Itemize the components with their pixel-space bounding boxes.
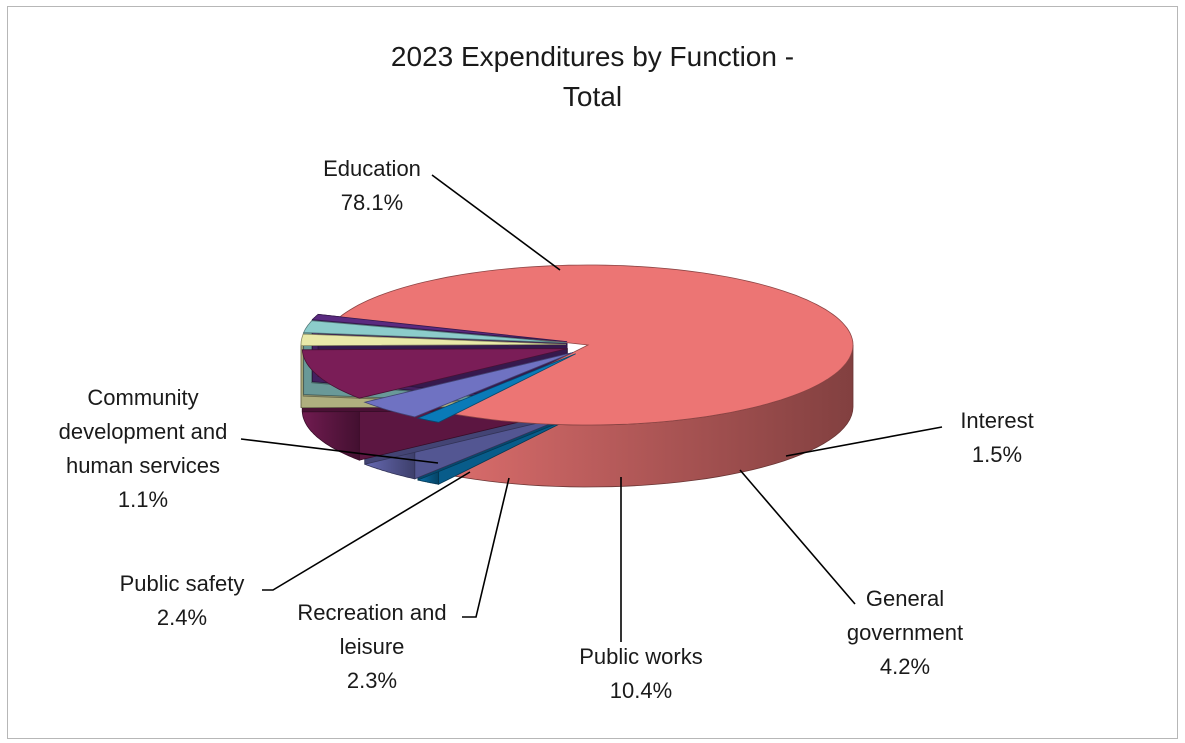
slice-recreation-and-leisure [300, 333, 567, 347]
data-label-recreation-and-leisure: 2.3% [347, 668, 397, 693]
data-label-public-works: 10.4% [610, 678, 672, 703]
slice-label-public-works: Public works [579, 644, 702, 669]
data-label-community-development-and-human-services: 1.1% [118, 487, 168, 512]
slice-label-recreation-and-leisure: Recreation and [297, 600, 446, 625]
data-label-general-government: 4.2% [880, 654, 930, 679]
pie-tops [300, 264, 854, 426]
leader-line-community-development-and-human-services [240, 438, 439, 464]
slice-label-community-development-and-human-services: Community [87, 385, 198, 410]
slice-label-interest: Interest [960, 408, 1033, 433]
slice-label-education: Education [323, 156, 421, 181]
data-label-interest: 1.5% [972, 442, 1022, 467]
leader-line-education [431, 174, 561, 271]
slice-public-safety [303, 320, 567, 344]
slice-public-works [301, 348, 568, 399]
slice-interest [416, 353, 576, 423]
leader-line-interest [785, 426, 943, 457]
slice-general-government [363, 352, 573, 418]
leader-line-public-safety [262, 471, 471, 591]
slice-label-general-government: General [866, 586, 944, 611]
slice-label-community-development-and-human-services: development and [59, 419, 228, 444]
data-label-public-safety: 2.4% [157, 605, 207, 630]
slice-label-public-safety: Public safety [120, 571, 245, 596]
chart-title-line-1: 2023 Expenditures by Function - [390, 41, 795, 72]
chart-title-line-2: Total [562, 81, 623, 112]
slice-label-recreation-and-leisure: leisure [340, 634, 405, 659]
leader-line-recreation-and-leisure [462, 477, 510, 618]
data-label-education: 78.1% [341, 190, 403, 215]
slice-education [337, 264, 854, 426]
slice-label-community-development-and-human-services: human services [66, 453, 220, 478]
slice-label-general-government: government [847, 620, 963, 645]
leader-line-general-government [739, 469, 856, 605]
slice-community-development-and-human-services [311, 313, 568, 343]
